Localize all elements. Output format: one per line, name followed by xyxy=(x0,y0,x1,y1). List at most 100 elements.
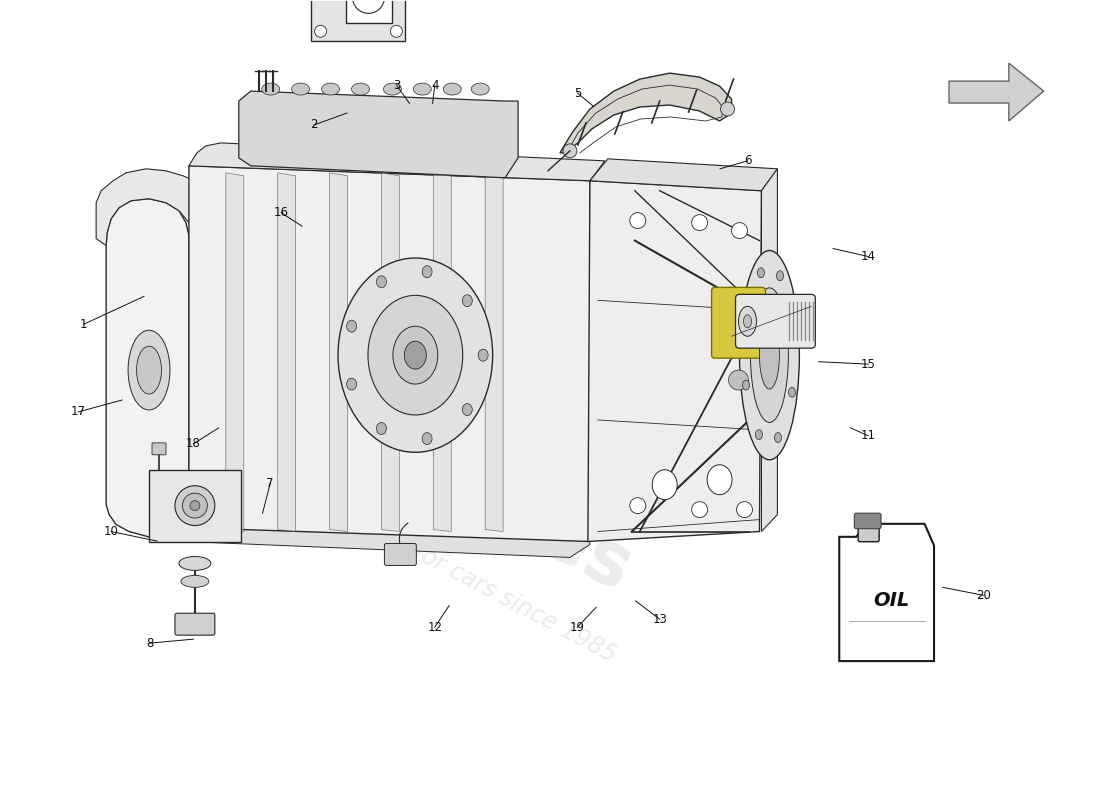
Ellipse shape xyxy=(756,430,762,440)
Text: 14: 14 xyxy=(860,250,876,263)
Ellipse shape xyxy=(405,342,427,369)
Text: 1: 1 xyxy=(80,318,87,330)
Text: eurospares: eurospares xyxy=(191,320,645,607)
Text: 19: 19 xyxy=(570,621,585,634)
Ellipse shape xyxy=(183,493,208,518)
Ellipse shape xyxy=(352,83,370,95)
FancyBboxPatch shape xyxy=(175,614,214,635)
Polygon shape xyxy=(189,143,605,181)
Ellipse shape xyxy=(478,349,488,361)
Polygon shape xyxy=(330,173,348,531)
Text: 20: 20 xyxy=(976,589,991,602)
Text: 16: 16 xyxy=(274,206,288,219)
FancyBboxPatch shape xyxy=(384,543,416,566)
Circle shape xyxy=(732,222,748,238)
Ellipse shape xyxy=(321,83,340,95)
Ellipse shape xyxy=(384,83,402,95)
Ellipse shape xyxy=(777,270,783,281)
Ellipse shape xyxy=(462,404,472,415)
Ellipse shape xyxy=(744,313,750,323)
Ellipse shape xyxy=(652,470,678,500)
Text: 2: 2 xyxy=(310,118,318,131)
Polygon shape xyxy=(226,173,244,531)
Ellipse shape xyxy=(790,320,796,330)
Ellipse shape xyxy=(707,465,732,494)
Circle shape xyxy=(692,502,707,518)
Ellipse shape xyxy=(136,346,162,394)
Ellipse shape xyxy=(758,268,764,278)
Polygon shape xyxy=(590,159,778,190)
Circle shape xyxy=(692,214,707,230)
Text: 18: 18 xyxy=(186,438,201,450)
Ellipse shape xyxy=(179,557,211,570)
Polygon shape xyxy=(106,198,189,539)
FancyBboxPatch shape xyxy=(858,514,879,542)
Ellipse shape xyxy=(789,387,795,398)
Text: 12: 12 xyxy=(427,621,442,634)
Ellipse shape xyxy=(742,380,749,390)
Polygon shape xyxy=(587,181,761,542)
Circle shape xyxy=(728,370,748,390)
Ellipse shape xyxy=(443,83,461,95)
Ellipse shape xyxy=(346,320,356,332)
Text: 13: 13 xyxy=(652,613,668,626)
Circle shape xyxy=(720,102,735,116)
Polygon shape xyxy=(148,470,241,542)
Ellipse shape xyxy=(471,83,490,95)
Circle shape xyxy=(737,502,752,518)
Polygon shape xyxy=(186,166,590,542)
Circle shape xyxy=(315,26,327,38)
Polygon shape xyxy=(560,73,732,153)
Ellipse shape xyxy=(393,326,438,384)
Ellipse shape xyxy=(262,83,279,95)
Ellipse shape xyxy=(376,276,386,288)
Ellipse shape xyxy=(744,314,751,328)
Ellipse shape xyxy=(422,433,432,445)
Text: 15: 15 xyxy=(861,358,876,370)
Text: 3: 3 xyxy=(393,78,400,91)
Polygon shape xyxy=(310,0,406,42)
Polygon shape xyxy=(239,91,518,178)
Ellipse shape xyxy=(739,250,800,460)
Text: 8: 8 xyxy=(146,637,153,650)
Ellipse shape xyxy=(175,486,214,526)
Text: 11: 11 xyxy=(860,430,876,442)
FancyBboxPatch shape xyxy=(712,287,766,358)
Text: 5: 5 xyxy=(574,86,581,99)
Ellipse shape xyxy=(738,306,757,336)
Ellipse shape xyxy=(190,501,200,510)
Ellipse shape xyxy=(750,288,789,422)
Polygon shape xyxy=(433,173,451,531)
Ellipse shape xyxy=(422,266,432,278)
Polygon shape xyxy=(949,63,1044,121)
Circle shape xyxy=(563,144,576,158)
Ellipse shape xyxy=(376,422,386,434)
Polygon shape xyxy=(186,514,590,558)
FancyBboxPatch shape xyxy=(736,294,815,348)
Text: a passion for cars since 1985: a passion for cars since 1985 xyxy=(304,484,620,667)
Ellipse shape xyxy=(759,322,780,389)
Ellipse shape xyxy=(292,83,309,95)
Circle shape xyxy=(630,498,646,514)
Ellipse shape xyxy=(368,295,463,415)
FancyBboxPatch shape xyxy=(855,513,881,529)
Polygon shape xyxy=(382,173,399,531)
Text: 10: 10 xyxy=(103,525,119,538)
Text: 7: 7 xyxy=(266,478,274,490)
Ellipse shape xyxy=(774,433,781,442)
Text: 17: 17 xyxy=(70,406,86,418)
Ellipse shape xyxy=(414,83,431,95)
Text: 4: 4 xyxy=(431,78,439,91)
Polygon shape xyxy=(277,173,296,531)
Ellipse shape xyxy=(128,330,170,410)
Polygon shape xyxy=(485,173,503,531)
Ellipse shape xyxy=(180,575,209,587)
Ellipse shape xyxy=(346,378,356,390)
Circle shape xyxy=(390,26,403,38)
Text: OIL: OIL xyxy=(873,591,910,610)
Polygon shape xyxy=(761,169,778,531)
Text: 6: 6 xyxy=(744,154,751,167)
Ellipse shape xyxy=(338,258,493,452)
Circle shape xyxy=(630,213,646,229)
Polygon shape xyxy=(839,524,934,661)
